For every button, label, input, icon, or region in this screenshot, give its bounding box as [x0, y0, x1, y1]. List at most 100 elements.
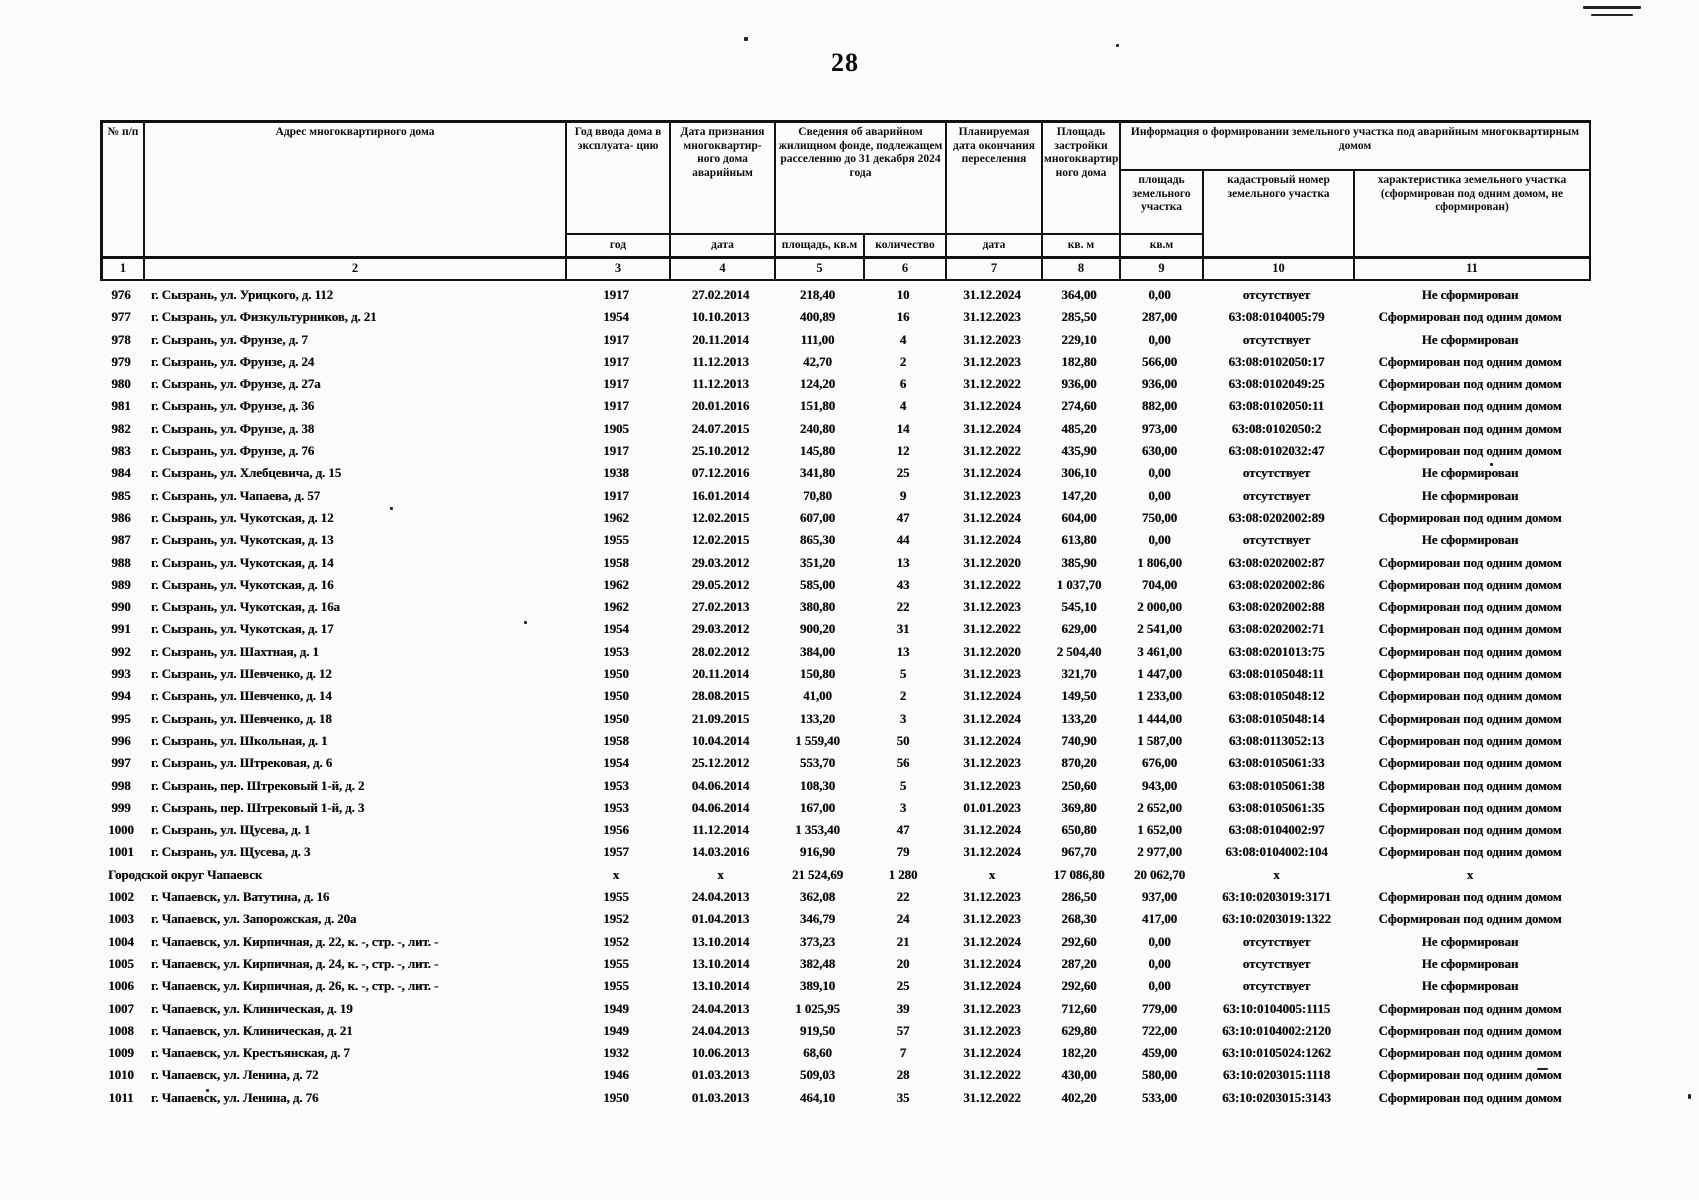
cell-col5: 865,30 [799, 532, 836, 548]
cell-col2: г. Чапаевск, ул. Крестьянская, д. 7 [151, 1045, 350, 1061]
header-land-characteristic: характеристика земельного участка (сформ… [1355, 171, 1591, 258]
header-building-area: Площадь застройки многоквартир- ного дом… [1043, 123, 1121, 235]
subheader-kvm: кв. м [1043, 235, 1121, 258]
cell-col8: 385,90 [1061, 554, 1097, 570]
cell-col2: Городской округ Чапаевск [108, 866, 263, 882]
cell-col4: 28.08.2015 [691, 688, 750, 704]
scan-speck [1688, 1094, 1691, 1099]
cell-col7: 31.12.2024 [963, 688, 1021, 704]
cell-col3: 1949 [603, 1000, 629, 1016]
cell-col3: 1952 [603, 933, 629, 949]
cell-col9: 417,00 [1141, 911, 1178, 927]
cell-col7: x [988, 866, 996, 882]
cell-col6: 56 [896, 755, 910, 771]
cell-col4: 10.04.2014 [691, 732, 750, 748]
cell-col3: 1954 [603, 621, 629, 637]
scan-speck [1583, 6, 1641, 9]
table-row: 980 г. Сызрань, ул. Фрунзе, д. 27а 1917 11.… [100, 373, 1588, 395]
table-row: 1004 г. Чапаевск, ул. Кирпичная, д. 22, к… [100, 931, 1588, 953]
cell-col1: 986 [111, 509, 131, 525]
cell-col5: 585,00 [799, 576, 836, 592]
cell-col8: 306,10 [1061, 465, 1097, 481]
cell-col4: 29.03.2012 [691, 554, 750, 570]
cell-col1: 1002 [108, 889, 134, 905]
cell-col6: 3 [899, 799, 907, 815]
cell-col2: г. Сызрань, ул. Шевченко, д. 14 [151, 688, 332, 704]
cell-col10: 63:08:0105061:35 [1228, 799, 1325, 815]
cell-col8: 250,60 [1061, 777, 1097, 793]
cell-col10: x [1273, 866, 1280, 882]
cell-col1: 997 [111, 755, 131, 771]
cell-col8: 936,00 [1061, 376, 1097, 392]
cell-col4: 10.10.2013 [691, 309, 750, 325]
cell-col2: г. Сызрань, ул. Фрунзе, д. 27а [151, 376, 321, 392]
cell-col7: 01.01.2023 [963, 799, 1021, 815]
cell-col2: г. Сызрань, ул. Хлебцевича, д. 15 [151, 465, 342, 481]
scan-speck [206, 1089, 209, 1092]
cell-col10: 63:08:0102050:11 [1228, 398, 1325, 414]
cell-col3: 1962 [603, 576, 629, 592]
table-row: 977 г. Сызрань, ул. Физкультурников, д. 2… [100, 306, 1588, 328]
header-emergency-fund: Сведения об аварийном жилищном фонде, по… [776, 123, 947, 235]
column-number: 1 [103, 258, 145, 281]
cell-col9: 937,00 [1141, 889, 1178, 905]
cell-col8: 1 037,70 [1056, 576, 1102, 592]
cell-col8: 369,80 [1061, 799, 1097, 815]
cell-col9: 1 806,00 [1137, 554, 1182, 570]
cell-col1: 991 [111, 621, 131, 637]
cell-col2: г. Сызрань, ул. Щусева, д. 3 [151, 844, 311, 860]
cell-col5: 553,70 [799, 755, 836, 771]
cell-col7: 31.12.2022 [963, 443, 1021, 459]
cell-col10: 63:08:0202002:89 [1228, 509, 1325, 525]
cell-col10: 63:08:0102050:2 [1231, 420, 1322, 436]
cell-col10: 63:10:0104002:2120 [1222, 1022, 1331, 1038]
cell-col5: 70,80 [803, 487, 832, 503]
cell-col9: 973,00 [1141, 420, 1178, 436]
cell-col4: 13.10.2014 [691, 955, 750, 971]
cell-col8: 740,90 [1061, 732, 1097, 748]
cell-col3: 1955 [603, 978, 629, 994]
cell-col3: 1953 [603, 643, 629, 659]
cell-col8: 287,20 [1061, 955, 1097, 971]
cell-col10: 63:08:0102049:25 [1228, 376, 1325, 392]
cell-col10: 63:08:0102050:17 [1228, 353, 1325, 369]
cell-col6: 31 [896, 621, 910, 637]
cell-col10: 63:08:0105061:38 [1228, 777, 1325, 793]
table-row: 990 г. Сызрань, ул. Чукотская, д. 16а 1962… [100, 596, 1588, 618]
cell-col3: 1917 [603, 398, 629, 414]
cell-col9: 20 062,70 [1133, 866, 1186, 882]
cell-col1: 992 [111, 643, 131, 659]
cell-col11: Сформирован под одним домом [1378, 777, 1562, 793]
cell-col4: 01.04.2013 [691, 911, 750, 927]
table-row: 981 г. Сызрань, ул. Фрунзе, д. 36 1917 20.0… [100, 395, 1588, 417]
cell-col5: 341,80 [799, 465, 836, 481]
table-row: 996 г. Сызрань, ул. Школьная, д. 1 1958 10.… [100, 730, 1588, 752]
cell-col4: 28.02.2012 [691, 643, 750, 659]
cell-col2: г. Сызрань, ул. Чукотская, д. 13 [151, 532, 334, 548]
cell-col10: отсутствует [1242, 331, 1311, 347]
cell-col9: 630,00 [1141, 443, 1178, 459]
column-number: 8 [1043, 258, 1121, 281]
cell-col10: 63:08:0104002:104 [1225, 844, 1328, 860]
cell-col6: 43 [896, 576, 910, 592]
section-row: Городской округ Чапаевск x x 21 524,69 1 280… [100, 864, 1588, 886]
cell-col10: отсутствует [1242, 487, 1311, 503]
cell-col4: 10.06.2013 [691, 1045, 750, 1061]
cell-col3: 1938 [603, 465, 629, 481]
cell-col2: г. Сызрань, ул. Фрунзе, д. 24 [151, 353, 315, 369]
cell-col5: 373,23 [799, 933, 836, 949]
cell-col1: 1009 [108, 1045, 134, 1061]
cell-col6: 44 [896, 532, 910, 548]
cell-col4: 11.12.2013 [692, 353, 749, 369]
cell-col1: 1004 [108, 933, 134, 949]
cell-col9: 2 000,00 [1137, 599, 1182, 615]
cell-col2: г. Чапаевск, ул. Ленина, д. 72 [151, 1067, 319, 1083]
cell-col5: 900,20 [799, 621, 836, 637]
table-row: 985 г. Сызрань, ул. Чапаева, д. 57 1917 16.… [100, 485, 1588, 507]
cell-col1: 1005 [108, 955, 134, 971]
cell-col2: г. Сызрань, ул. Фрунзе, д. 36 [151, 398, 315, 414]
cell-col8: 364,00 [1061, 287, 1097, 302]
cell-col3: 1955 [603, 532, 629, 548]
scan-speck [1116, 44, 1119, 47]
cell-col11: Сформирован под одним домом [1378, 1045, 1562, 1061]
